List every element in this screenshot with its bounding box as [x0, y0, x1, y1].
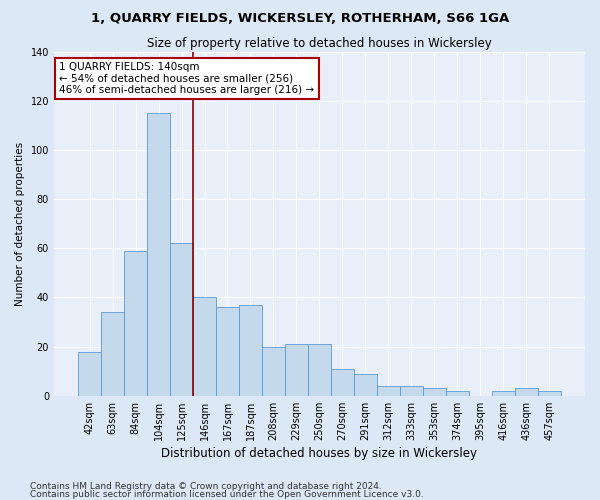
Text: Contains HM Land Registry data © Crown copyright and database right 2024.: Contains HM Land Registry data © Crown c…	[30, 482, 382, 491]
Bar	[124, 251, 147, 396]
Bar	[400, 386, 423, 396]
Text: 1 QUARRY FIELDS: 140sqm
← 54% of detached houses are smaller (256)
46% of semi-d: 1 QUARRY FIELDS: 140sqm ← 54% of detache…	[59, 62, 314, 95]
Bar	[354, 374, 377, 396]
Bar	[515, 388, 538, 396]
Bar	[101, 312, 124, 396]
Bar	[170, 244, 193, 396]
Bar	[78, 352, 101, 396]
Bar	[538, 391, 561, 396]
Bar	[285, 344, 308, 396]
Bar	[239, 305, 262, 396]
Bar	[262, 346, 285, 396]
Y-axis label: Number of detached properties: Number of detached properties	[15, 142, 25, 306]
Title: Size of property relative to detached houses in Wickersley: Size of property relative to detached ho…	[147, 38, 492, 51]
Bar	[331, 369, 354, 396]
Bar	[193, 298, 216, 396]
Bar	[377, 386, 400, 396]
Bar	[446, 391, 469, 396]
Bar	[147, 113, 170, 396]
Bar	[492, 391, 515, 396]
Bar	[423, 388, 446, 396]
Text: 1, QUARRY FIELDS, WICKERSLEY, ROTHERHAM, S66 1GA: 1, QUARRY FIELDS, WICKERSLEY, ROTHERHAM,…	[91, 12, 509, 26]
Text: Contains public sector information licensed under the Open Government Licence v3: Contains public sector information licen…	[30, 490, 424, 499]
Bar	[308, 344, 331, 396]
Bar	[216, 308, 239, 396]
X-axis label: Distribution of detached houses by size in Wickersley: Distribution of detached houses by size …	[161, 447, 478, 460]
